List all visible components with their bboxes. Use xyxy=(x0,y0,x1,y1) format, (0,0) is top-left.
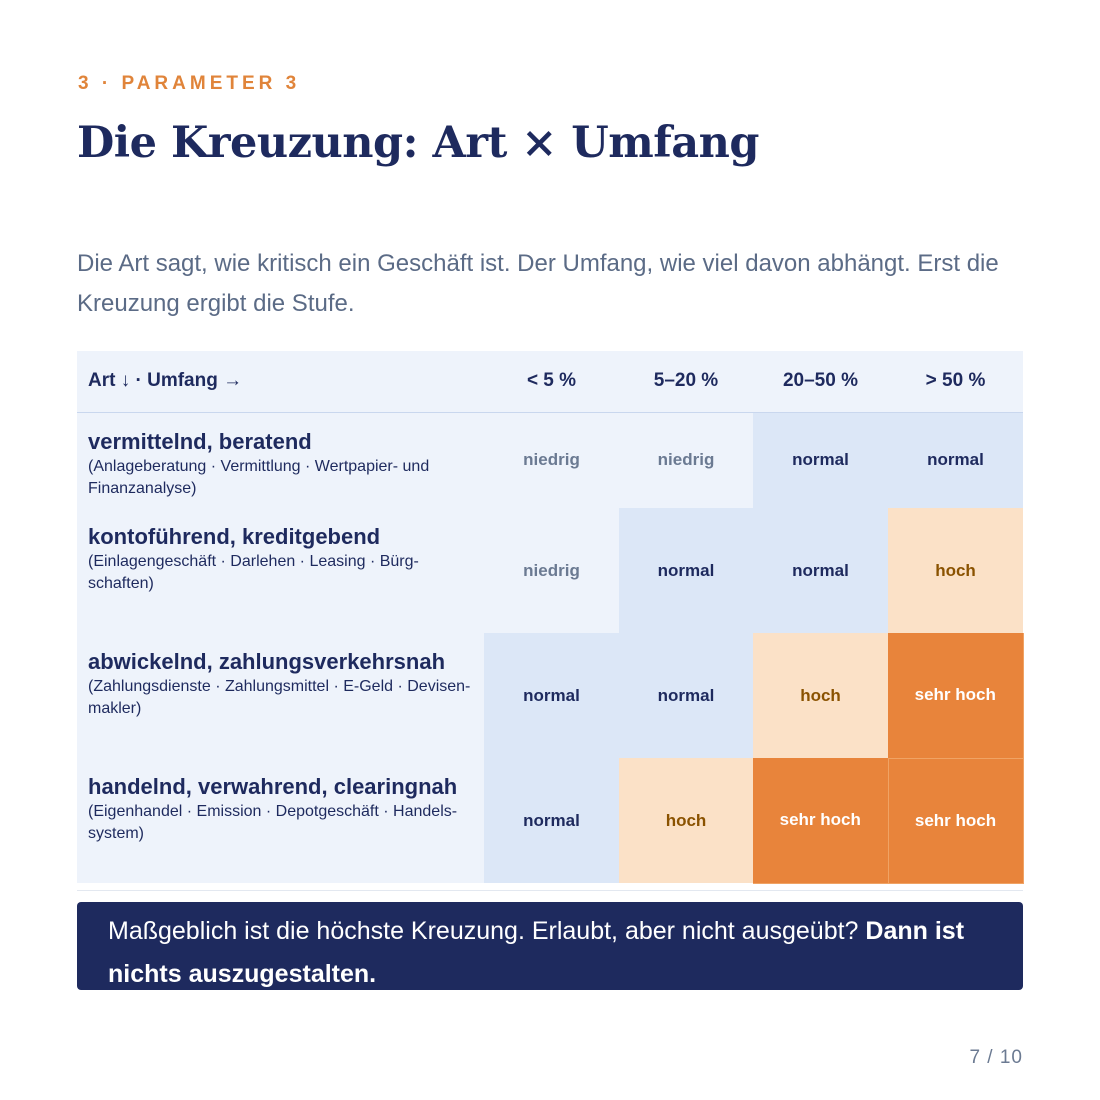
table-row: kontoführend, kreditgebend (Einlagengesc… xyxy=(77,508,1023,633)
callout-text: Maßgeblich ist die höchste Kreuzung. Erl… xyxy=(108,917,866,945)
table-row: vermittelnd, beratend (Anlageberatung · … xyxy=(77,412,1023,508)
table-row: abwickelnd, zahlungsverkehrsnah (Zahlung… xyxy=(77,633,1024,759)
matrix-cell: niedrig xyxy=(619,412,753,508)
matrix-cell: hoch xyxy=(753,633,888,758)
row-header: abwickelnd, zahlungsverkehrsnah (Zahlung… xyxy=(77,633,484,758)
row-subtitle: (Eigenhandel · Emission · Depotgeschäft … xyxy=(88,803,458,842)
row-header: vermittelnd, beratend (Anlageberatung · … xyxy=(77,412,484,508)
row-title: abwickelnd, zahlungsverkehrsnah xyxy=(88,649,446,674)
matrix-cell: sehr hoch xyxy=(888,758,1024,884)
matrix-cell: normal xyxy=(484,758,619,883)
section-eyebrow: 3 · PARAMETER 3 xyxy=(78,73,301,94)
matrix-cell: normal xyxy=(753,508,888,633)
matrix-cell: niedrig xyxy=(484,508,619,633)
page-title: Die Kreuzung: Art × Umfang xyxy=(77,118,760,168)
row-title: kontoführend, kreditgebend xyxy=(88,524,381,549)
summary-callout: Maßgeblich ist die höchste Kreuzung. Erl… xyxy=(77,902,1023,990)
row-header: kontoführend, kreditgebend (Einlagengesc… xyxy=(77,508,484,633)
matrix-cell: hoch xyxy=(888,508,1023,633)
row-title: vermittelnd, beratend xyxy=(88,428,312,454)
matrix-cell: normal xyxy=(619,633,753,758)
callout-emphasis: Dann ist nichts auszugestalten. xyxy=(108,917,965,988)
row-subtitle: (Einlagengeschäft · Darlehen · Leasing ·… xyxy=(88,553,419,592)
divider xyxy=(77,890,1023,891)
row-subtitle: (Zahlungsdienste · Zahlungsmittel · E-Ge… xyxy=(88,678,471,717)
matrix-cell: hoch xyxy=(619,758,753,883)
matrix-cell: normal xyxy=(753,412,888,508)
table-header-row: Art ↓ · Umfang → < 5 % 5–20 % 20–50 % > … xyxy=(77,351,1023,413)
column-header: 20–50 % xyxy=(753,351,888,413)
row-title: handelnd, verwahrend, clearingnah xyxy=(88,774,458,799)
page-number: 7 / 10 xyxy=(969,1047,1023,1068)
matrix-cell: normal xyxy=(888,412,1023,508)
matrix-cell: niedrig xyxy=(484,412,619,508)
table-row: handelnd, verwahrend, clearingnah (Eigen… xyxy=(77,758,1024,884)
column-header: 5–20 % xyxy=(619,351,753,413)
row-header: handelnd, verwahrend, clearingnah (Eigen… xyxy=(77,758,484,883)
matrix-cell: normal xyxy=(484,633,619,758)
matrix-cell: normal xyxy=(619,508,753,633)
axis-corner-label: Art ↓ · Umfang → xyxy=(77,351,484,413)
row-subtitle: (Anlageberatung · Vermittlung · Wertpapi… xyxy=(88,457,430,497)
risk-matrix-table: Art ↓ · Umfang → < 5 % 5–20 % 20–50 % > … xyxy=(77,351,1024,884)
column-header: < 5 % xyxy=(484,351,619,413)
matrix-cell: sehr hoch xyxy=(888,633,1024,759)
lead-paragraph: Die Art sagt, wie kritisch ein Geschäft … xyxy=(77,250,999,317)
matrix-cell: sehr hoch xyxy=(753,758,889,884)
column-header: > 50 % xyxy=(888,351,1023,413)
